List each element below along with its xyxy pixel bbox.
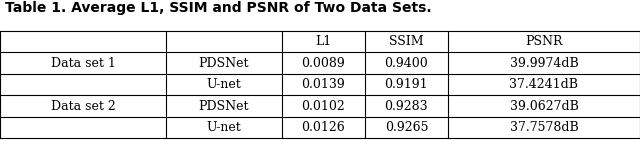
Text: U-net: U-net xyxy=(207,121,241,134)
Text: U-net: U-net xyxy=(207,78,241,91)
Text: 0.0102: 0.0102 xyxy=(301,100,345,113)
Text: Data set 1: Data set 1 xyxy=(51,57,116,70)
Text: 0.0089: 0.0089 xyxy=(301,57,345,70)
Text: L1: L1 xyxy=(315,35,332,48)
Text: 0.9400: 0.9400 xyxy=(385,57,428,70)
Text: 39.0627dB: 39.0627dB xyxy=(509,100,579,113)
Text: 39.9974dB: 39.9974dB xyxy=(509,57,579,70)
Text: 0.9265: 0.9265 xyxy=(385,121,428,134)
Text: Table 1. Average L1, SSIM and PSNR of Two Data Sets.: Table 1. Average L1, SSIM and PSNR of Tw… xyxy=(5,1,432,15)
Text: 0.0126: 0.0126 xyxy=(301,121,345,134)
Text: Data set 2: Data set 2 xyxy=(51,100,116,113)
Text: SSIM: SSIM xyxy=(389,35,424,48)
Text: 0.9283: 0.9283 xyxy=(385,100,428,113)
Text: 0.9191: 0.9191 xyxy=(385,78,428,91)
Text: 0.0139: 0.0139 xyxy=(301,78,345,91)
Text: PDSNet: PDSNet xyxy=(199,57,249,70)
Text: 37.4241dB: 37.4241dB xyxy=(509,78,579,91)
Text: PDSNet: PDSNet xyxy=(199,100,249,113)
Text: 37.7578dB: 37.7578dB xyxy=(509,121,579,134)
Text: PSNR: PSNR xyxy=(525,35,563,48)
